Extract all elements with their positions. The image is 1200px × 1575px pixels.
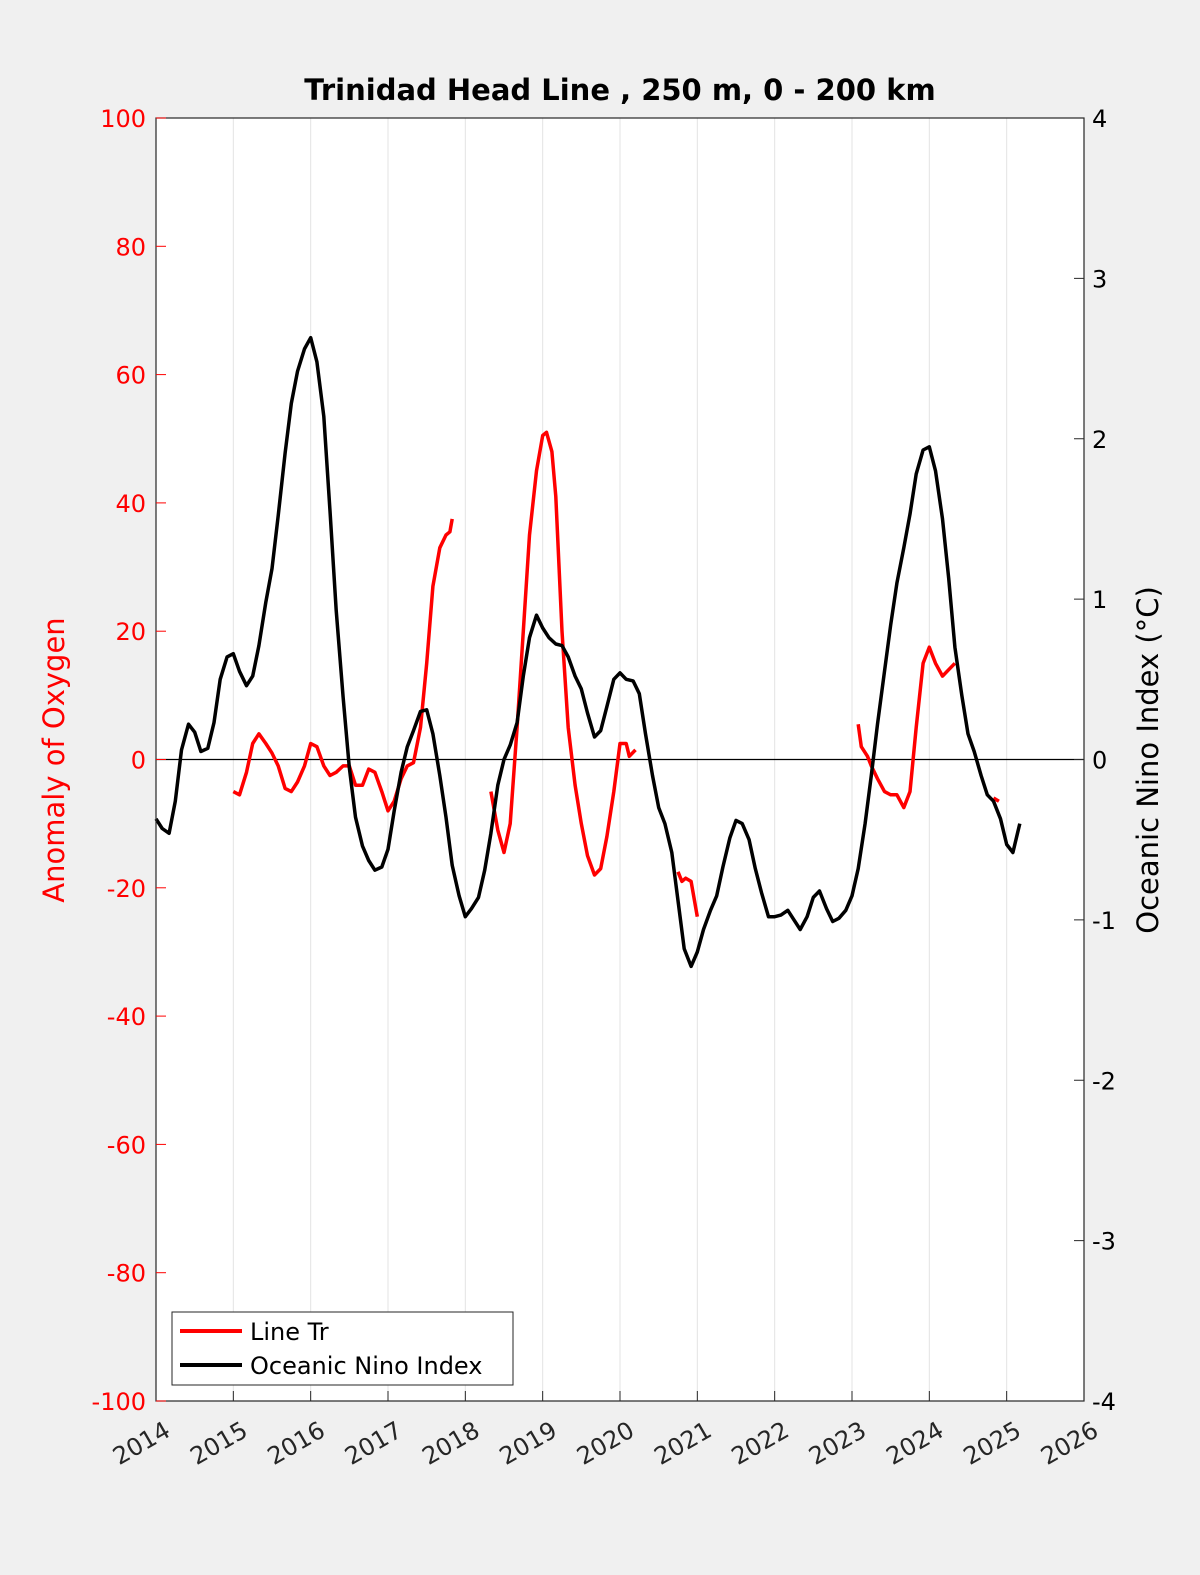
y-right-tick-label-2: 2 [1092,426,1107,454]
y-right-tick-label--3: -3 [1092,1228,1116,1256]
y-right-tick-label-4: 4 [1092,105,1107,133]
y-left-tick-label-20: 20 [115,618,146,646]
y-left-tick-label-100: 100 [100,105,146,133]
x-tick-label-2020: 2020 [572,1416,639,1471]
x-tick-label-2019: 2019 [495,1416,562,1471]
legend-label-line-tr: Line Tr [250,1318,329,1346]
y-right-tick-label--4: -4 [1092,1388,1116,1416]
y-right-tick-label-1: 1 [1092,586,1107,614]
y-left-tick-label--40: -40 [107,1003,146,1031]
series-0-segment-3 [856,645,957,810]
y-left-tick-label-80: 80 [115,233,146,261]
series-0-segment-2 [676,871,700,918]
y-left-tick-label-40: 40 [115,490,146,518]
y-left-tick-label--20: -20 [107,875,146,903]
series-1-segment-0 [154,335,1022,969]
y-left-tick-label--60: -60 [107,1131,146,1159]
y-right-tick-label-3: 3 [1092,265,1107,293]
y-left-tick-label-0: 0 [131,747,146,775]
x-tick-label-2015: 2015 [185,1416,252,1471]
series-layer [154,335,1022,969]
legend-label-oni: Oceanic Nino Index [250,1352,482,1380]
series-0-segment-0 [232,518,454,813]
y-right-tick-label--1: -1 [1092,907,1116,935]
x-tick-label-2025: 2025 [959,1416,1026,1471]
chart-title: Trinidad Head Line , 250 m, 0 - 200 km [304,73,935,107]
y-left-tick-label--100: -100 [92,1388,146,1416]
y-left-tick-label-60: 60 [115,362,146,390]
x-tick-label-2017: 2017 [340,1416,407,1471]
y-right-tick-label--2: -2 [1092,1067,1116,1095]
x-tick-label-2018: 2018 [417,1416,484,1471]
y-axis-right-label: Oceanic Nino Index (°C) [1131,586,1165,934]
x-tick-label-2026: 2026 [1036,1416,1103,1471]
legend-box [171,1311,514,1386]
x-tick-label-2021: 2021 [649,1416,716,1471]
x-tick-label-2016: 2016 [263,1416,330,1471]
legend: Line Tr Oceanic Nino Index [171,1311,514,1386]
y-right-tick-label-0: 0 [1092,747,1107,775]
x-tick-label-2014: 2014 [108,1416,175,1471]
x-tick-label-2022: 2022 [727,1416,794,1471]
x-tick-label-2024: 2024 [881,1416,948,1471]
x-tick-label-2023: 2023 [804,1416,871,1471]
y-left-tick-label--80: -80 [107,1260,146,1288]
y-axis-left-label: Anomaly of Oxygen [37,617,71,902]
series-0-segment-4 [992,796,1000,803]
